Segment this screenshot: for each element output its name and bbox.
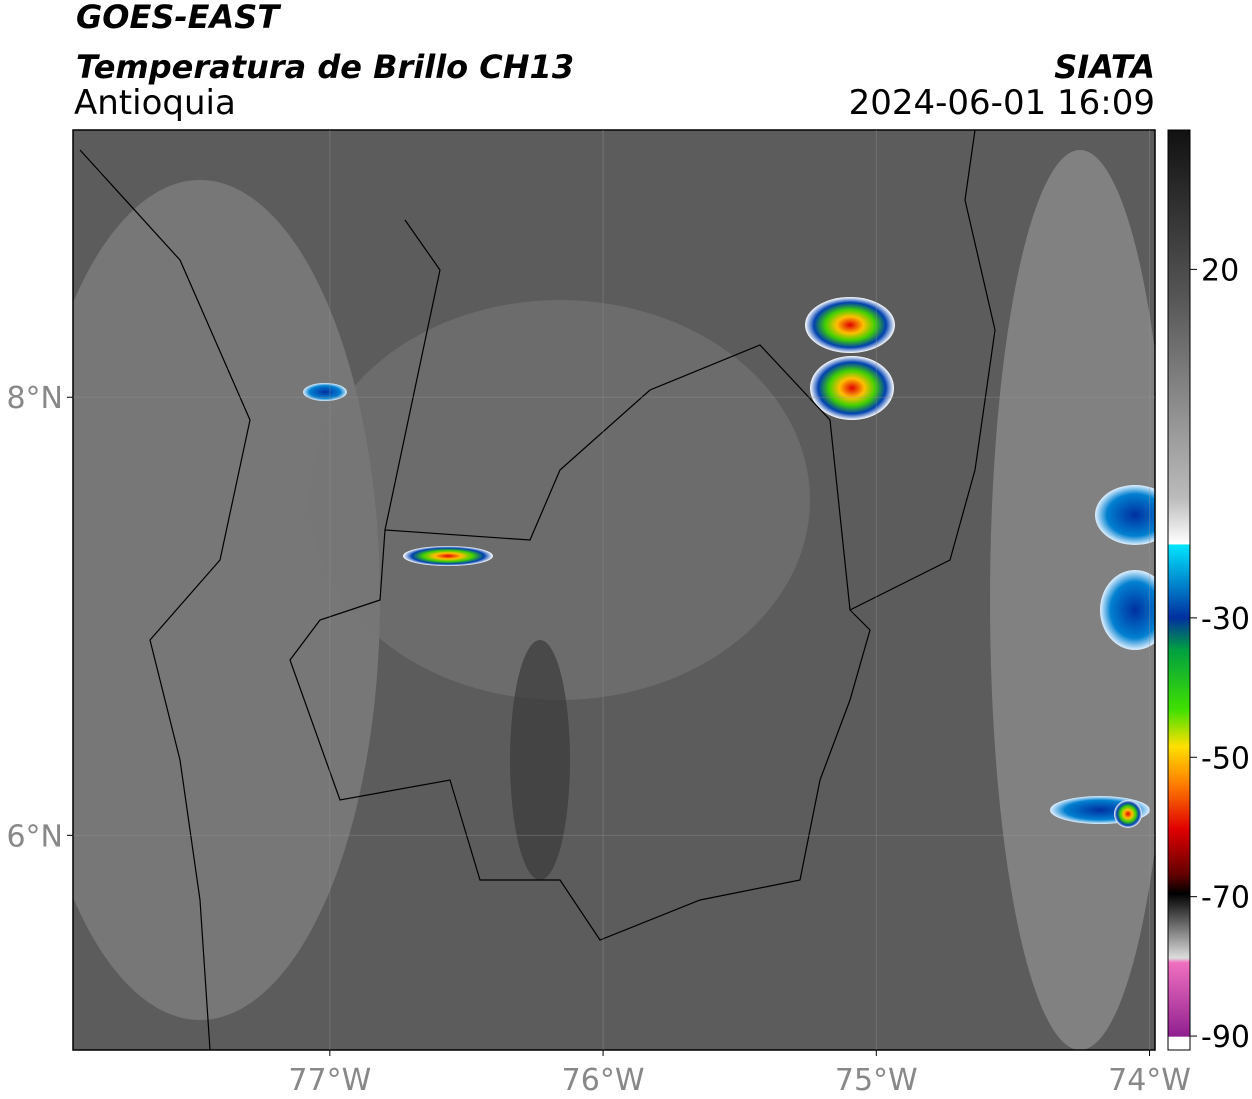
x-tick-label: 74°W (1108, 1063, 1191, 1098)
cloud (990, 150, 1155, 1050)
x-tick-label: 76°W (562, 1063, 645, 1098)
colorbar-tick-label: -90 (1201, 1020, 1250, 1055)
x-tick-label: 77°W (288, 1063, 371, 1098)
storm (403, 546, 493, 566)
y-tick-label: 6°N (6, 819, 63, 854)
colorbar-tick-label: -70 (1201, 881, 1250, 916)
storm (303, 383, 347, 401)
storm (810, 356, 894, 420)
source: SIATA (1054, 48, 1155, 86)
colorbar-tick-label: 20 (1201, 253, 1239, 288)
colorbar-tick-label: -50 (1201, 741, 1250, 776)
storm (1095, 485, 1155, 545)
region: Antioquia (74, 83, 236, 123)
map-frame (72, 129, 1156, 1051)
border (384, 130, 996, 611)
storm (1114, 800, 1142, 828)
storm (805, 297, 895, 353)
storm (1100, 570, 1155, 650)
coast (79, 149, 251, 1050)
datetime: 2024-06-01 16:09 (849, 83, 1155, 123)
cloud (310, 300, 810, 700)
subtitle: Temperatura de Brillo CH13 (76, 48, 574, 86)
colorbar (1167, 129, 1191, 1051)
cloud (510, 640, 570, 880)
title: GOES-EAST (76, 0, 281, 36)
colorbar-tick-label: -30 (1201, 602, 1250, 637)
y-tick-label: 8°N (6, 381, 63, 416)
imagery (73, 130, 1155, 1050)
x-tick-label: 75°W (835, 1063, 918, 1098)
cloud (73, 180, 380, 1020)
border (289, 529, 871, 941)
